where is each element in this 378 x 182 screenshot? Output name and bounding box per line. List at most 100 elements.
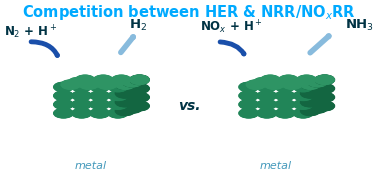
Circle shape — [241, 110, 256, 117]
Circle shape — [122, 86, 142, 96]
Circle shape — [262, 102, 270, 106]
Circle shape — [128, 80, 134, 83]
Circle shape — [299, 102, 306, 106]
Circle shape — [311, 79, 323, 85]
Circle shape — [57, 101, 69, 107]
Circle shape — [245, 103, 250, 105]
Circle shape — [254, 78, 273, 87]
Circle shape — [80, 77, 88, 81]
Circle shape — [129, 80, 133, 83]
Circle shape — [299, 76, 314, 84]
Circle shape — [295, 92, 311, 100]
Circle shape — [280, 93, 289, 98]
Circle shape — [130, 75, 149, 84]
Circle shape — [297, 84, 309, 90]
Circle shape — [308, 95, 327, 104]
Circle shape — [121, 82, 128, 86]
Circle shape — [94, 102, 104, 107]
Circle shape — [310, 79, 324, 86]
Circle shape — [124, 96, 140, 103]
Circle shape — [300, 85, 304, 87]
Circle shape — [240, 109, 257, 117]
Circle shape — [260, 80, 263, 82]
Circle shape — [135, 78, 141, 81]
Circle shape — [311, 79, 324, 85]
Circle shape — [256, 79, 270, 86]
Circle shape — [111, 80, 115, 82]
Circle shape — [304, 81, 317, 88]
Circle shape — [95, 76, 112, 84]
Circle shape — [119, 90, 130, 96]
Circle shape — [318, 103, 330, 109]
Circle shape — [281, 85, 286, 88]
Circle shape — [319, 77, 329, 82]
Circle shape — [319, 95, 329, 99]
Circle shape — [239, 91, 259, 100]
Circle shape — [260, 81, 263, 82]
Circle shape — [119, 108, 131, 114]
Circle shape — [120, 108, 129, 112]
Circle shape — [303, 107, 318, 114]
Circle shape — [319, 77, 329, 82]
Circle shape — [258, 80, 267, 84]
Circle shape — [284, 78, 291, 81]
Circle shape — [310, 105, 325, 112]
Circle shape — [273, 78, 289, 86]
Circle shape — [74, 84, 88, 90]
Circle shape — [92, 101, 107, 108]
Circle shape — [91, 92, 108, 100]
Circle shape — [282, 77, 294, 82]
Circle shape — [130, 76, 149, 84]
Circle shape — [305, 82, 314, 86]
Circle shape — [126, 105, 138, 111]
Circle shape — [88, 78, 104, 86]
Circle shape — [296, 84, 310, 90]
Circle shape — [280, 85, 288, 88]
Circle shape — [130, 101, 149, 111]
Circle shape — [118, 81, 132, 88]
Circle shape — [124, 78, 140, 86]
Circle shape — [83, 82, 93, 87]
Circle shape — [135, 78, 142, 81]
Circle shape — [74, 80, 78, 82]
Circle shape — [265, 80, 283, 89]
Circle shape — [276, 100, 294, 109]
Circle shape — [281, 85, 287, 88]
Circle shape — [306, 82, 313, 86]
Circle shape — [59, 85, 65, 88]
Circle shape — [112, 75, 131, 84]
Circle shape — [311, 105, 324, 111]
Circle shape — [318, 77, 331, 83]
Circle shape — [125, 87, 140, 94]
Circle shape — [71, 79, 84, 85]
Circle shape — [243, 110, 254, 116]
Circle shape — [319, 103, 330, 108]
Circle shape — [77, 93, 85, 97]
Circle shape — [136, 78, 141, 80]
Circle shape — [266, 81, 282, 89]
Circle shape — [135, 86, 143, 90]
Circle shape — [321, 78, 326, 81]
Circle shape — [261, 75, 280, 84]
Circle shape — [319, 94, 330, 100]
Circle shape — [259, 109, 275, 117]
Circle shape — [310, 96, 325, 103]
Circle shape — [134, 103, 144, 108]
Circle shape — [128, 89, 135, 92]
Circle shape — [132, 76, 147, 84]
Circle shape — [311, 79, 323, 85]
Circle shape — [113, 84, 122, 89]
Circle shape — [313, 89, 319, 92]
Circle shape — [301, 89, 319, 98]
Circle shape — [263, 77, 276, 83]
Circle shape — [285, 81, 298, 88]
Circle shape — [127, 80, 136, 84]
Circle shape — [60, 112, 64, 113]
Circle shape — [127, 88, 136, 93]
Circle shape — [256, 79, 270, 85]
Text: Competition between HER & NRR/NO$_x$RR: Competition between HER & NRR/NO$_x$RR — [22, 3, 356, 22]
Circle shape — [317, 85, 333, 92]
Circle shape — [306, 109, 312, 112]
Circle shape — [278, 110, 292, 116]
Circle shape — [99, 78, 105, 81]
